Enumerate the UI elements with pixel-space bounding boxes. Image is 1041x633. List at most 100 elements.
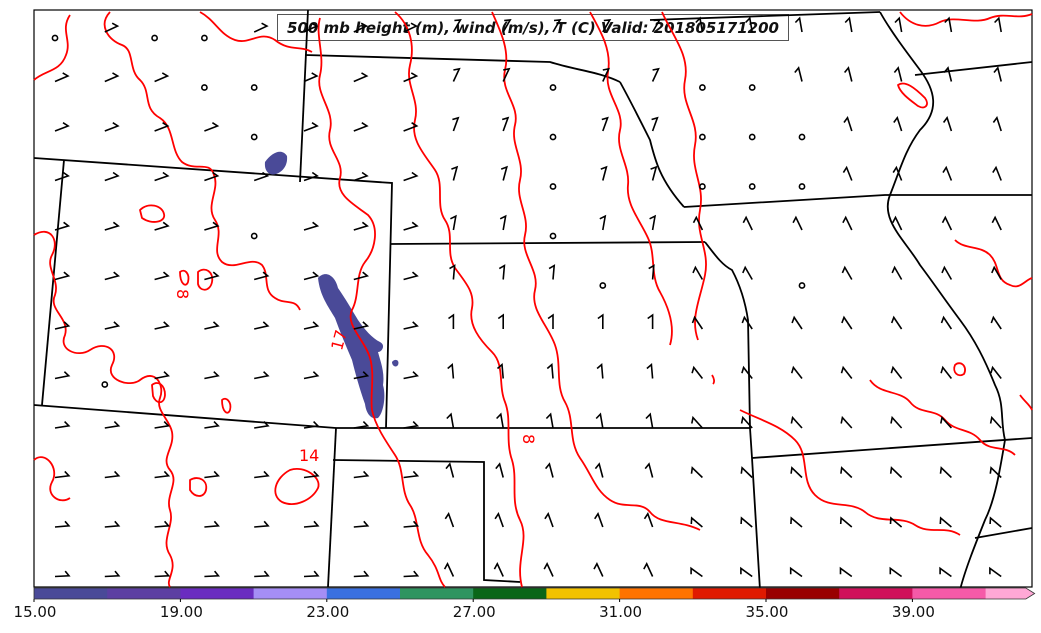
- wind-barb: [691, 365, 704, 379]
- calm-wind-circle: [748, 84, 756, 91]
- wind-barb: [54, 221, 71, 231]
- wind-barb: [646, 362, 654, 379]
- wind-barb: [303, 520, 320, 528]
- wind-barb: [353, 72, 369, 83]
- wind-barb: [941, 215, 953, 231]
- calm-wind-circle: [250, 133, 258, 141]
- contour-east-5: [899, 11, 1033, 27]
- contour-loop-1: [139, 204, 165, 223]
- calm-wind-circle: [200, 84, 208, 91]
- state-borders: [33, 9, 1033, 591]
- border-wy-ne: [299, 9, 309, 183]
- wind-barb: [204, 570, 221, 578]
- wind-barb: [104, 171, 120, 182]
- wind-barb: [595, 412, 604, 429]
- wind-barb: [403, 72, 419, 83]
- wind-barb: [939, 466, 952, 479]
- colorbar-segment: [473, 588, 547, 599]
- colorbar-segment: [326, 588, 401, 599]
- wind-barb: [650, 165, 658, 181]
- wind-barb: [645, 412, 654, 429]
- border-ok-ar: [751, 437, 1033, 459]
- wind-barb: [449, 264, 456, 280]
- wind-barb: [889, 566, 903, 578]
- colorbar-tick-label: 39.00: [891, 603, 935, 621]
- border-nm-ok: [327, 427, 337, 588]
- wind-barb: [496, 412, 504, 429]
- wind-barb: [452, 18, 462, 33]
- colorbar-segment: [985, 588, 1035, 599]
- wind-barb: [204, 421, 220, 429]
- wind-barb: [154, 171, 170, 182]
- wind-barb: [403, 470, 420, 479]
- calm-wind-circle: [748, 133, 756, 141]
- wind-barb: [690, 466, 703, 479]
- wind-barb: [789, 566, 803, 578]
- wind-barb: [403, 22, 419, 33]
- wind-barb: [942, 115, 953, 132]
- wind-barb: [599, 214, 607, 231]
- wind-barb: [154, 421, 171, 429]
- wind-barb: [644, 462, 654, 478]
- wind-barb: [500, 165, 508, 181]
- border-tn: [974, 527, 1033, 539]
- wind-barb: [403, 570, 420, 578]
- calm-wind-circle: [699, 133, 706, 141]
- border-mississippi: [879, 11, 1006, 591]
- contour-west-3: [33, 230, 175, 588]
- colorbar-segment: [400, 588, 474, 599]
- wind-barb: [690, 516, 703, 528]
- calm-wind-circle: [549, 133, 557, 141]
- wind-barb: [893, 115, 903, 132]
- wind-barb: [601, 116, 609, 132]
- wind-barb: [593, 562, 604, 577]
- border-mo-river: [704, 241, 751, 429]
- wind-barb: [499, 214, 507, 231]
- wind-barb: [890, 415, 903, 429]
- wind-barb: [791, 315, 803, 330]
- colorbar-segment: [180, 588, 255, 599]
- wind-barb: [544, 462, 554, 478]
- colorbar-segment: [34, 588, 108, 599]
- wind-barb: [204, 171, 220, 182]
- wind-barb: [594, 462, 604, 478]
- contour-label-8-colorado: 8: [173, 289, 192, 299]
- contour-west-4: [33, 456, 71, 502]
- wind-barb: [651, 67, 660, 82]
- wind-barb: [54, 371, 71, 380]
- wind-fill-colorado: [318, 274, 385, 419]
- calm-wind-circle: [748, 183, 756, 190]
- wind-barb: [154, 470, 171, 479]
- wind-barb: [741, 365, 753, 379]
- wind-barb: [889, 516, 903, 528]
- wind-barb: [154, 371, 170, 380]
- wind-barb: [941, 265, 953, 280]
- wind-barb: [993, 66, 1002, 82]
- wind-barb: [649, 214, 657, 231]
- wind-barb: [448, 313, 455, 329]
- wind-barb: [353, 421, 370, 429]
- calm-wind-circle: [798, 282, 806, 289]
- wind-barb: [303, 122, 319, 132]
- wind-barb: [844, 16, 853, 33]
- colorbar-segment: [253, 588, 328, 599]
- wind-barb: [104, 470, 121, 479]
- wind-barb: [501, 116, 510, 132]
- wind-barb: [740, 415, 753, 429]
- wind-barb: [643, 562, 654, 577]
- wind-barb: [154, 520, 171, 528]
- wind-barb: [446, 412, 455, 429]
- wind-barb: [740, 566, 753, 578]
- colorbar-segment: [546, 588, 621, 599]
- colorbar-tick-label: 15.00: [13, 603, 57, 621]
- wind-barb: [303, 271, 320, 281]
- contour-label-17: 17: [327, 328, 351, 353]
- calm-wind-circle: [549, 232, 557, 240]
- wind-barb: [353, 371, 370, 380]
- wind-barb: [495, 462, 504, 478]
- wind-barb: [994, 16, 1002, 33]
- colorbar-segment: [839, 588, 913, 599]
- wind-barb: [939, 516, 952, 528]
- wind-barb: [204, 122, 220, 132]
- wind-barb: [843, 66, 853, 82]
